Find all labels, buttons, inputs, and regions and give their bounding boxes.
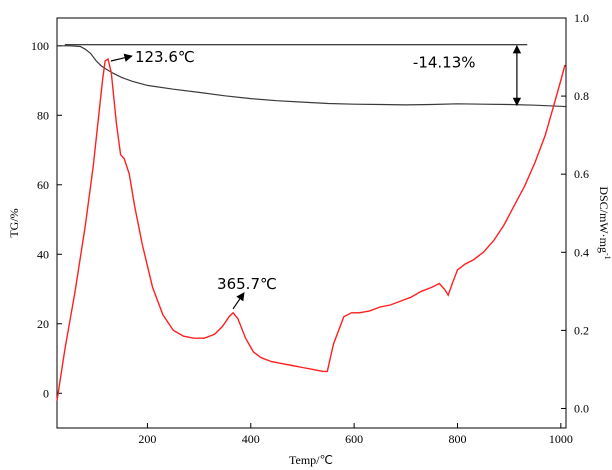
y-right-tick-label: 1.0 [574,11,589,25]
y-right-axis-title-main: DSC/mW·mg [597,186,611,253]
y-left-tick-label: 80 [37,108,49,122]
y-right-axis-ticks: 0.0 0.2 0.4 0.6 0.8 1.0 [561,11,589,415]
y-right-axis-title: DSC/mW·mg-1 [597,186,612,259]
peak-2-annotation-arrow [232,292,245,310]
y-left-tick-label: 20 [37,317,49,331]
y-right-tick-label: 0.0 [574,401,589,415]
x-tick-label: 800 [448,432,466,446]
y-right-tick-label: 0.6 [574,167,589,181]
y-left-tick-label: 0 [43,386,49,400]
peak-2-label: 365.7℃ [217,275,277,293]
y-right-tick-label: 0.8 [574,89,589,103]
x-axis-title: Temp/℃ [289,453,333,467]
x-tick-label: 400 [242,432,260,446]
y-left-tick-label: 100 [31,39,49,53]
tg-curve [57,45,567,108]
x-tick-label: 200 [138,432,156,446]
y-right-tick-label: 0.4 [574,245,589,259]
peak-1-label: 123.6℃ [135,48,195,66]
x-tick-label: 600 [345,432,363,446]
mass-loss-label: -14.13% [413,54,476,72]
peak-1-annotation-arrow [110,53,133,62]
x-tick-label: 1000 [549,432,573,446]
y-left-tick-label: 60 [37,178,49,192]
y-left-tick-label: 40 [37,247,49,261]
y-right-axis-title-superscript: -1 [603,253,612,260]
dsc-curve [56,57,566,401]
x-axis-ticks: 200 400 600 800 1000 [138,423,573,446]
y-left-axis-ticks: 0 20 40 60 80 100 [31,39,62,400]
plot-frame [56,17,567,429]
y-left-axis-title: TG/% [7,208,21,237]
y-right-tick-label: 0.2 [574,323,589,337]
